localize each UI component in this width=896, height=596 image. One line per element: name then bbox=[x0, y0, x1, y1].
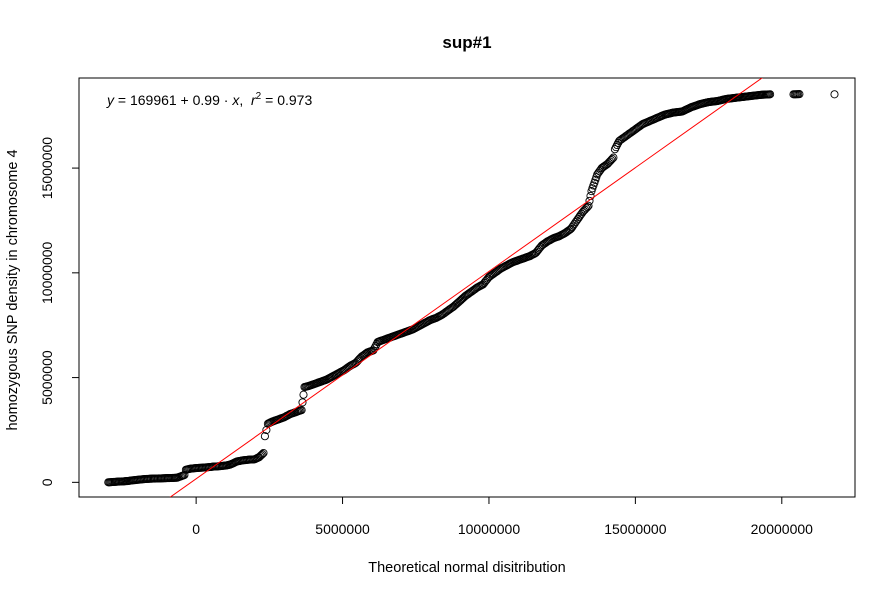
data-point bbox=[258, 450, 267, 459]
regression-equation: y = 169961 + 0.99 · x, r2 = 0.973 bbox=[106, 91, 312, 108]
data-point bbox=[584, 201, 593, 210]
x-axis-label: Theoretical normal disitribution bbox=[368, 560, 565, 576]
data-point bbox=[298, 398, 307, 407]
chart-title: sup#1 bbox=[442, 33, 491, 52]
data-point bbox=[830, 90, 839, 99]
y-tick-label: 15000000 bbox=[39, 137, 55, 200]
data-point bbox=[610, 145, 619, 154]
eq-r: r bbox=[251, 92, 257, 108]
eq-y: y bbox=[106, 92, 115, 108]
data-point bbox=[257, 451, 266, 460]
regression-line bbox=[169, 78, 763, 497]
eq-comma: , bbox=[239, 92, 251, 108]
y-tick-label: 0 bbox=[39, 478, 55, 486]
data-point bbox=[299, 390, 308, 399]
eq-body: = 169961 + 0.99 · bbox=[114, 92, 232, 108]
x-tick-label: 5000000 bbox=[315, 521, 370, 537]
y-tick-label: 10000000 bbox=[39, 241, 55, 304]
data-point bbox=[611, 143, 621, 152]
data-point bbox=[608, 154, 617, 163]
x-tick-label: 20000000 bbox=[751, 521, 814, 537]
data-point bbox=[586, 191, 595, 201]
data-point bbox=[260, 432, 269, 441]
data-point bbox=[180, 470, 189, 480]
x-tick-label: 10000000 bbox=[458, 521, 521, 537]
data-point bbox=[607, 156, 616, 165]
x-axis: 0 5000000 10000000 15000000 20000000 bbox=[192, 496, 814, 537]
data-point bbox=[585, 196, 594, 205]
data-point bbox=[609, 153, 618, 162]
data-points bbox=[104, 90, 839, 487]
eq-x: x bbox=[231, 92, 240, 108]
y-axis: 0 5000000 10000000 15000000 bbox=[39, 137, 80, 486]
y-tick-label: 5000000 bbox=[39, 350, 55, 405]
eq-r2-value: = 0.973 bbox=[261, 92, 312, 108]
eq-r-superscript: 2 bbox=[256, 91, 262, 102]
y-axis-label: homozygous SNP density in chromosome 4 bbox=[5, 149, 21, 430]
data-point bbox=[795, 90, 804, 99]
data-point bbox=[582, 204, 591, 213]
data-point bbox=[297, 406, 306, 415]
data-point bbox=[259, 448, 268, 458]
x-tick-label: 15000000 bbox=[604, 521, 667, 537]
x-tick-label: 0 bbox=[192, 521, 200, 537]
data-point bbox=[766, 90, 775, 99]
data-point bbox=[262, 425, 271, 435]
